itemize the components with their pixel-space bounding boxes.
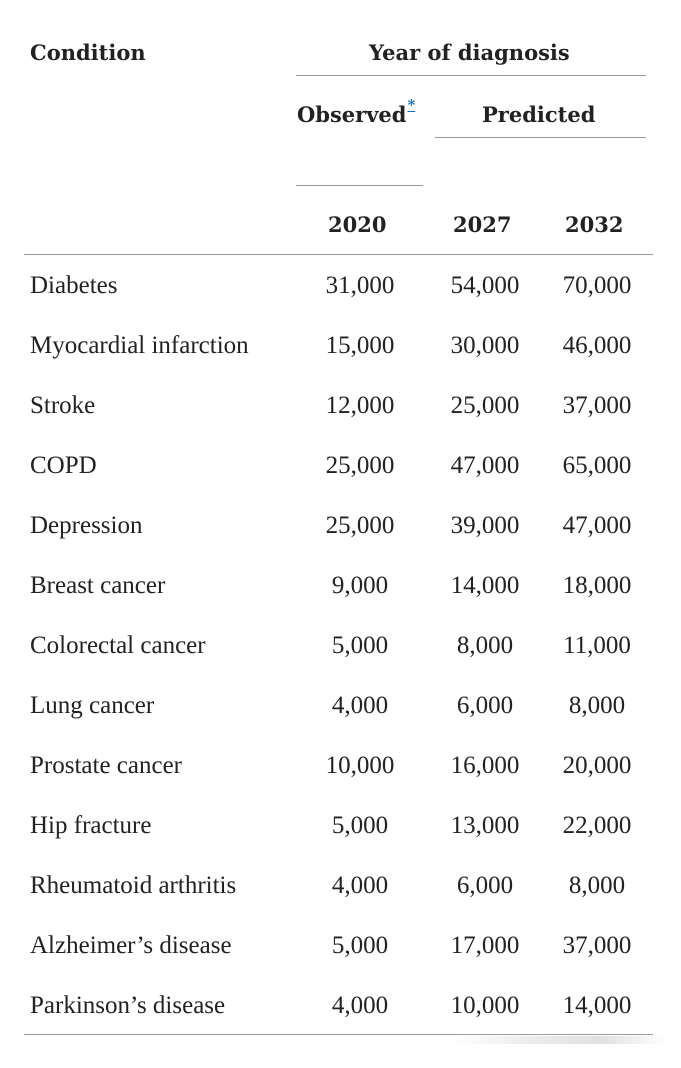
year-of-diagnosis-header: Year of diagnosis (369, 40, 570, 65)
cell-2032: 11,000 (563, 632, 631, 659)
cell-2027: 10,000 (450, 992, 520, 1019)
condition-cell: Breast cancer (30, 572, 166, 599)
cell-2027: 17,000 (450, 932, 520, 959)
cell-2020: 12,000 (325, 392, 395, 419)
year-2027-header: 2027 (453, 212, 512, 237)
cell-2020: 10,000 (325, 752, 395, 779)
cell-2032: 8,000 (568, 872, 626, 899)
cell-2032: 65,000 (562, 452, 632, 479)
predicted-rule (435, 137, 646, 138)
cell-2020: 31,000 (325, 272, 395, 299)
cell-2020: 9,000 (331, 572, 389, 599)
condition-cell: Hip fracture (30, 812, 152, 839)
cell-2032: 8,000 (568, 692, 626, 719)
condition-cell: Colorectal cancer (30, 632, 206, 659)
table-bottom-rule (24, 1034, 653, 1035)
year-of-diagnosis-rule (296, 75, 646, 76)
cell-2032: 37,000 (562, 932, 632, 959)
cell-2027: 16,000 (450, 752, 520, 779)
condition-cell: Lung cancer (30, 692, 155, 719)
cell-2027: 8,000 (456, 632, 514, 659)
cell-2020: 5,000 (331, 632, 389, 659)
cell-2027: 25,000 (450, 392, 520, 419)
cell-2032: 46,000 (562, 332, 632, 359)
observed-header: Observed* (297, 96, 415, 130)
cell-2027: 13,000 (450, 812, 520, 839)
cell-2020: 25,000 (325, 512, 395, 539)
page-edge-shadow (450, 1036, 665, 1044)
condition-cell: Depression (30, 512, 143, 539)
condition-cell: COPD (30, 452, 97, 479)
cell-2020: 4,000 (331, 992, 389, 1019)
cell-2027: 6,000 (456, 692, 514, 719)
cell-2020: 5,000 (331, 932, 389, 959)
cell-2032: 37,000 (562, 392, 632, 419)
year-2032-header: 2032 (565, 212, 624, 237)
condition-cell: Alzheimer’s disease (30, 932, 232, 959)
cell-2020: 5,000 (331, 812, 389, 839)
cell-2020: 4,000 (331, 692, 389, 719)
observed-footnote-link[interactable]: * (407, 96, 416, 114)
condition-cell: Stroke (30, 392, 96, 419)
predicted-header: Predicted (482, 102, 596, 127)
cell-2027: 39,000 (450, 512, 520, 539)
condition-cell: Prostate cancer (30, 752, 183, 779)
observed-rule (296, 185, 423, 186)
observed-label: Observed (297, 102, 407, 127)
cell-2020: 4,000 (331, 872, 389, 899)
cell-2032: 47,000 (562, 512, 632, 539)
cell-2032: 20,000 (562, 752, 632, 779)
cell-2020: 25,000 (325, 452, 395, 479)
year-2020-header: 2020 (328, 212, 387, 237)
cell-2027: 14,000 (450, 572, 520, 599)
cell-2027: 6,000 (456, 872, 514, 899)
cell-2027: 54,000 (450, 272, 520, 299)
cell-2032: 14,000 (562, 992, 632, 1019)
cell-2032: 70,000 (562, 272, 632, 299)
cell-2032: 18,000 (562, 572, 632, 599)
condition-header: Condition (30, 40, 146, 65)
cell-2027: 47,000 (450, 452, 520, 479)
condition-cell: Parkinson’s disease (30, 992, 226, 1019)
cell-2020: 15,000 (325, 332, 395, 359)
condition-cell: Diabetes (30, 272, 118, 299)
cell-2032: 22,000 (562, 812, 632, 839)
cell-2027: 30,000 (450, 332, 520, 359)
condition-cell: Rheumatoid arthritis (30, 872, 237, 899)
header-bottom-rule (24, 254, 653, 255)
condition-cell: Myocardial infarction (30, 332, 249, 359)
